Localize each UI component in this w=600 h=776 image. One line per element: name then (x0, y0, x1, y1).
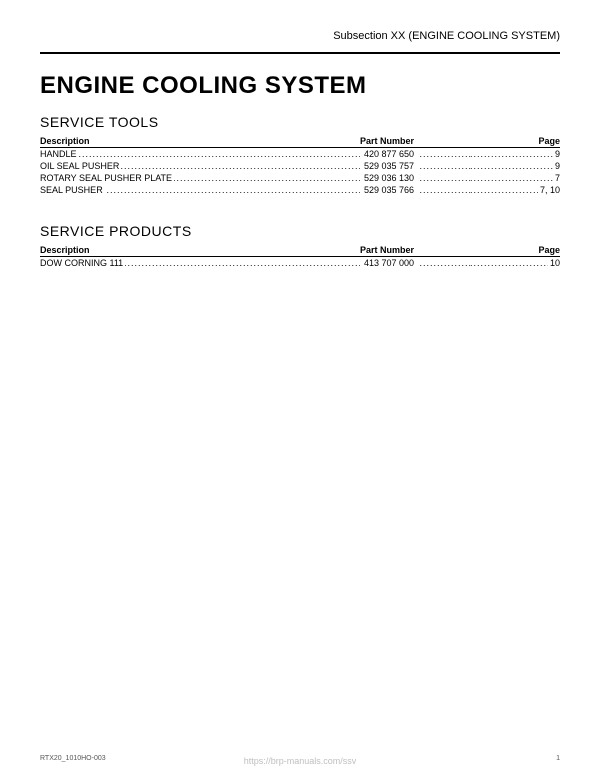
cell-description: HANDLE (40, 148, 360, 160)
cell-description: ROTARY SEAL PUSHER PLATE (40, 172, 360, 184)
service-products-heading: SERVICE PRODUCTS (40, 223, 560, 239)
cell-page: 10 (470, 257, 560, 269)
col-part-number: Part Number (360, 245, 470, 255)
col-part-number: Part Number (360, 136, 470, 146)
cell-page: 7 (470, 172, 560, 184)
cell-page: 7, 10 (470, 184, 560, 196)
table-row: SEAL PUSHER 529 035 766 7, 10 (40, 184, 560, 196)
header-rule (40, 52, 560, 54)
watermark: https://brp-manuals.com/ssv (0, 756, 600, 766)
cell-page: 9 (470, 160, 560, 172)
subsection-header: Subsection XX (ENGINE COOLING SYSTEM) (40, 30, 560, 42)
col-page: Page (470, 136, 560, 146)
service-tools-table: Description Part Number Page HANDLE 420 … (40, 136, 560, 197)
cell-page: 9 (470, 148, 560, 160)
col-description: Description (40, 136, 360, 146)
table-header-row: Description Part Number Page (40, 136, 560, 148)
cell-part-number: 529 036 130 (360, 172, 470, 184)
cell-part-number: 413 707 000 (360, 257, 470, 269)
page-title: ENGINE COOLING SYSTEM (40, 72, 560, 100)
cell-part-number: 420 877 650 (360, 148, 470, 160)
cell-description: DOW CORNING 111 (40, 257, 360, 269)
table-row: DOW CORNING 111 413 707 000 10 (40, 257, 560, 269)
col-page: Page (470, 245, 560, 255)
service-products-table: Description Part Number Page DOW CORNING… (40, 245, 560, 269)
table-row: HANDLE 420 877 650 9 (40, 148, 560, 160)
table-row: ROTARY SEAL PUSHER PLATE 529 036 130 7 (40, 172, 560, 184)
cell-description: OIL SEAL PUSHER (40, 160, 360, 172)
cell-description: SEAL PUSHER (40, 184, 360, 196)
table-row: OIL SEAL PUSHER 529 035 757 9 (40, 160, 560, 172)
manual-page: Subsection XX (ENGINE COOLING SYSTEM) EN… (0, 0, 600, 315)
service-tools-heading: SERVICE TOOLS (40, 114, 560, 130)
table-header-row: Description Part Number Page (40, 245, 560, 257)
cell-part-number: 529 035 766 (360, 184, 470, 196)
cell-part-number: 529 035 757 (360, 160, 470, 172)
col-description: Description (40, 245, 360, 255)
